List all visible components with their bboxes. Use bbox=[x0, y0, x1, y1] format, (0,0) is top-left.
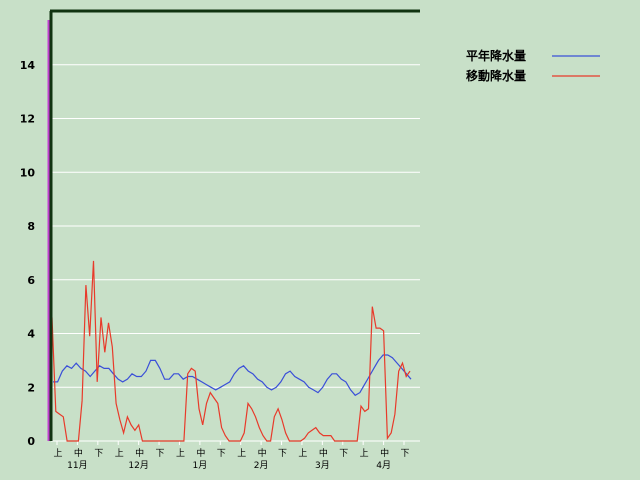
x-tick-label: 中 bbox=[258, 447, 267, 459]
month-label: 11月 bbox=[67, 460, 87, 471]
y-tick-label: 4 bbox=[27, 328, 35, 341]
month-label: 1月 bbox=[193, 460, 208, 471]
series-line-moving bbox=[51, 260, 411, 442]
x-tick-label: 上 bbox=[115, 448, 124, 459]
x-tick-label: 下 bbox=[94, 449, 103, 459]
x-axis-months: 11月 12月 1月 2月 3月 4月 bbox=[67, 460, 391, 471]
x-tick-label: 下 bbox=[400, 449, 409, 459]
x-tick-label: 下 bbox=[278, 449, 287, 459]
series-lines bbox=[51, 260, 412, 442]
y-tick-label: 0 bbox=[27, 435, 35, 448]
x-tick-label: 上 bbox=[53, 448, 62, 459]
series-line-normal bbox=[53, 354, 412, 397]
x-tick-label: 上 bbox=[237, 448, 246, 459]
y-tick-label: 6 bbox=[27, 274, 35, 287]
y-axis-ticks: 0 2 4 6 8 10 12 14 bbox=[20, 59, 36, 448]
x-tick-label: 中 bbox=[380, 447, 389, 459]
month-label: 4月 bbox=[376, 460, 391, 471]
month-label: 12月 bbox=[128, 460, 148, 471]
x-tick-label: 上 bbox=[298, 448, 307, 459]
y-tick-label: 12 bbox=[20, 113, 35, 126]
x-tick-label: 上 bbox=[360, 448, 369, 459]
x-axis-ticks: 上中下上中下上中下上中下上中下上中下 bbox=[53, 441, 410, 459]
x-tick-label: 中 bbox=[319, 447, 328, 459]
x-tick-label: 中 bbox=[74, 447, 83, 459]
x-tick-label: 下 bbox=[339, 449, 348, 459]
month-label: 2月 bbox=[254, 460, 269, 471]
x-tick-label: 下 bbox=[156, 449, 165, 459]
y-tick-label: 14 bbox=[20, 59, 36, 72]
x-tick-label: 上 bbox=[176, 448, 185, 459]
y-tick-label: 2 bbox=[27, 381, 35, 394]
month-label: 3月 bbox=[315, 460, 330, 471]
y-tick-label: 10 bbox=[20, 166, 36, 179]
x-tick-label: 中 bbox=[196, 447, 205, 459]
y-tick-label: 8 bbox=[27, 220, 35, 233]
legend-label: 移動降水量 bbox=[466, 68, 526, 83]
x-tick-label: 中 bbox=[135, 447, 144, 459]
legend-label: 平年降水量 bbox=[466, 48, 526, 63]
grid-lines bbox=[51, 64, 420, 442]
x-tick-label: 下 bbox=[217, 449, 226, 459]
